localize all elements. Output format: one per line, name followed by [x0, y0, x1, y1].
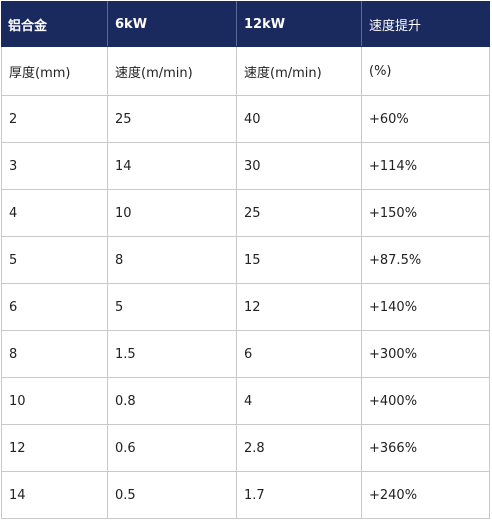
header-row: 铝合金 6kW 12kW 速度提升 [1, 1, 490, 47]
cell-increase: +60% [361, 95, 490, 143]
cell-speed-6kw: 0.6 [107, 424, 237, 472]
cell-thickness: 12 [1, 424, 108, 472]
table-row: 10 0.8 4 +400% [1, 377, 490, 425]
header-6kw: 6kW [107, 1, 237, 47]
cell-speed-6kw: 5 [107, 283, 237, 331]
cell-increase: +150% [361, 189, 490, 237]
cell-thickness: 10 [1, 377, 108, 425]
units-row: 厚度(mm) 速度(m/min) 速度(m/min) (%) [1, 46, 490, 96]
unit-speed-12kw: 速度(m/min) [236, 46, 362, 96]
cell-thickness: 2 [1, 95, 108, 143]
cell-speed-12kw: 2.8 [236, 424, 362, 472]
cell-thickness: 14 [1, 471, 108, 519]
cell-increase: +114% [361, 142, 490, 190]
table-row: 6 5 12 +140% [1, 283, 490, 331]
cell-thickness: 4 [1, 189, 108, 237]
cell-speed-6kw: 1.5 [107, 330, 237, 378]
cell-speed-12kw: 4 [236, 377, 362, 425]
cell-speed-12kw: 40 [236, 95, 362, 143]
header-12kw: 12kW [236, 1, 362, 47]
unit-thickness: 厚度(mm) [1, 46, 108, 96]
cell-speed-12kw: 1.7 [236, 471, 362, 519]
header-material: 铝合金 [1, 1, 108, 47]
table-row: 3 14 30 +114% [1, 142, 490, 190]
table-row: 8 1.5 6 +300% [1, 330, 490, 378]
cell-speed-6kw: 25 [107, 95, 237, 143]
cell-speed-6kw: 14 [107, 142, 237, 190]
table-row: 12 0.6 2.8 +366% [1, 424, 490, 472]
cell-increase: +240% [361, 471, 490, 519]
cell-speed-6kw: 0.8 [107, 377, 237, 425]
table-row: 4 10 25 +150% [1, 189, 490, 237]
cell-thickness: 3 [1, 142, 108, 190]
cell-speed-6kw: 8 [107, 236, 237, 284]
cell-speed-12kw: 12 [236, 283, 362, 331]
cell-thickness: 6 [1, 283, 108, 331]
cell-speed-12kw: 6 [236, 330, 362, 378]
cell-thickness: 5 [1, 236, 108, 284]
table-row: 5 8 15 +87.5% [1, 236, 490, 284]
cell-increase: +300% [361, 330, 490, 378]
cell-increase: +366% [361, 424, 490, 472]
table-row: 2 25 40 +60% [1, 95, 490, 143]
cell-speed-6kw: 0.5 [107, 471, 237, 519]
table-body: 厚度(mm) 速度(m/min) 速度(m/min) (%) 2 25 40 +… [1, 46, 490, 519]
cell-speed-12kw: 15 [236, 236, 362, 284]
table-row: 14 0.5 1.7 +240% [1, 471, 490, 519]
unit-percent: (%) [361, 46, 490, 96]
cell-increase: +140% [361, 283, 490, 331]
cell-speed-12kw: 30 [236, 142, 362, 190]
table-header: 铝合金 6kW 12kW 速度提升 [1, 1, 490, 47]
header-speed-increase: 速度提升 [361, 1, 490, 47]
cell-speed-6kw: 10 [107, 189, 237, 237]
cell-increase: +400% [361, 377, 490, 425]
cell-speed-12kw: 25 [236, 189, 362, 237]
unit-speed-6kw: 速度(m/min) [107, 46, 237, 96]
cell-thickness: 8 [1, 330, 108, 378]
cell-increase: +87.5% [361, 236, 490, 284]
